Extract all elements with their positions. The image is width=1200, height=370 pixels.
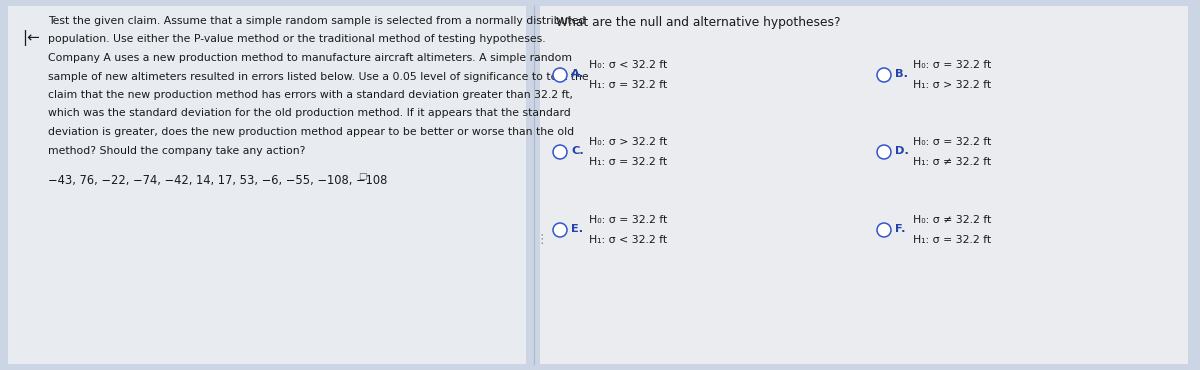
Text: H₁: σ ≠ 32.2 ft: H₁: σ ≠ 32.2 ft bbox=[913, 157, 991, 167]
Text: A.: A. bbox=[571, 69, 584, 79]
Text: which was the standard deviation for the old production method. If it appears th: which was the standard deviation for the… bbox=[48, 108, 571, 118]
Text: C.: C. bbox=[571, 146, 583, 156]
Text: H₀: σ > 32.2 ft: H₀: σ > 32.2 ft bbox=[589, 137, 667, 147]
Text: F.: F. bbox=[895, 224, 906, 234]
Text: population. Use either the P-value method or the traditional method of testing h: population. Use either the P-value metho… bbox=[48, 34, 546, 44]
Text: H₁: σ = 32.2 ft: H₁: σ = 32.2 ft bbox=[589, 157, 667, 167]
FancyBboxPatch shape bbox=[540, 6, 1188, 364]
Text: H₀: σ = 32.2 ft: H₀: σ = 32.2 ft bbox=[913, 137, 991, 147]
Text: H₁: σ > 32.2 ft: H₁: σ > 32.2 ft bbox=[913, 80, 991, 90]
Text: H₀: σ < 32.2 ft: H₀: σ < 32.2 ft bbox=[589, 60, 667, 70]
Text: D.: D. bbox=[895, 146, 908, 156]
Text: H₁: σ < 32.2 ft: H₁: σ < 32.2 ft bbox=[589, 235, 667, 245]
Text: H₁: σ = 32.2 ft: H₁: σ = 32.2 ft bbox=[589, 80, 667, 90]
Text: ⋮: ⋮ bbox=[535, 233, 547, 246]
Text: □: □ bbox=[358, 172, 366, 181]
Text: What are the null and alternative hypotheses?: What are the null and alternative hypoth… bbox=[556, 16, 840, 29]
Circle shape bbox=[877, 223, 890, 237]
Text: method? Should the company take any action?: method? Should the company take any acti… bbox=[48, 145, 305, 155]
Text: B.: B. bbox=[895, 69, 908, 79]
Text: sample of new altimeters resulted in errors listed below. Use a 0.05 level of si: sample of new altimeters resulted in err… bbox=[48, 71, 589, 81]
Text: Company A uses a new production method to manufacture aircraft altimeters. A sim: Company A uses a new production method t… bbox=[48, 53, 572, 63]
Text: H₀: σ = 32.2 ft: H₀: σ = 32.2 ft bbox=[913, 60, 991, 70]
Text: deviation is greater, does the new production method appear to be better or wors: deviation is greater, does the new produ… bbox=[48, 127, 574, 137]
Text: −43, 76, −22, −74, −42, 14, 17, 53, −6, −55, −108, −108: −43, 76, −22, −74, −42, 14, 17, 53, −6, … bbox=[48, 174, 388, 187]
Circle shape bbox=[553, 68, 568, 82]
Circle shape bbox=[553, 145, 568, 159]
Text: |←: |← bbox=[22, 30, 40, 46]
Circle shape bbox=[877, 68, 890, 82]
Text: Test the given claim. Assume that a simple random sample is selected from a norm: Test the given claim. Assume that a simp… bbox=[48, 16, 586, 26]
Text: H₀: σ ≠ 32.2 ft: H₀: σ ≠ 32.2 ft bbox=[913, 215, 991, 225]
Text: H₁: σ = 32.2 ft: H₁: σ = 32.2 ft bbox=[913, 235, 991, 245]
Text: H₀: σ = 32.2 ft: H₀: σ = 32.2 ft bbox=[589, 215, 667, 225]
FancyBboxPatch shape bbox=[8, 6, 526, 364]
Text: E.: E. bbox=[571, 224, 583, 234]
Circle shape bbox=[877, 145, 890, 159]
Text: claim that the new production method has errors with a standard deviation greate: claim that the new production method has… bbox=[48, 90, 574, 100]
Circle shape bbox=[553, 223, 568, 237]
